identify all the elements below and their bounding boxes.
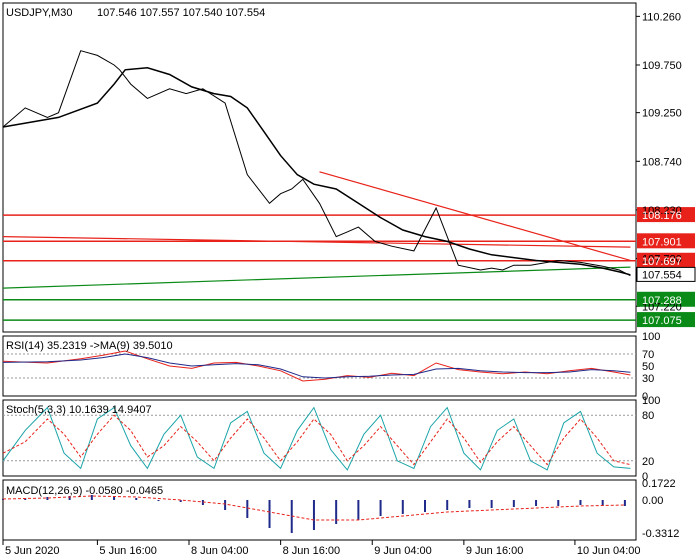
macd-bar-12 bbox=[268, 500, 271, 528]
macd-bar-21 bbox=[468, 500, 471, 508]
level-label-3: 107.288 bbox=[642, 295, 682, 307]
horizontal-levels bbox=[2, 171, 696, 328]
stoch-tick-label-1: 80 bbox=[642, 410, 654, 422]
macd-bar-20 bbox=[446, 500, 449, 510]
level-label-1: 107.901 bbox=[642, 236, 682, 248]
macd-bar-3 bbox=[68, 496, 71, 500]
level-label-2: 107.697 bbox=[642, 256, 682, 268]
macd-bar-10 bbox=[224, 500, 227, 510]
macd-bar-16 bbox=[357, 500, 360, 520]
level-label-bg-1 bbox=[637, 233, 695, 249]
macd-tick-label-0: 0.1722 bbox=[642, 478, 676, 490]
macd-bar-11 bbox=[246, 500, 249, 518]
x-tick-label-3: 8 Jun 16:00 bbox=[283, 545, 341, 557]
macd-tick-label-2: -0.3312 bbox=[642, 528, 679, 540]
rsi-series-1 bbox=[2, 353, 631, 379]
macd-bar-28 bbox=[623, 500, 626, 506]
x-tick-label-5: 9 Jun 16:00 bbox=[466, 545, 524, 557]
price-tick-label-6: 107.220 bbox=[642, 301, 682, 313]
price-tick-label-3: 108.740 bbox=[642, 156, 682, 168]
price-tick-label-5: 107.720 bbox=[642, 254, 682, 266]
stoch-tick-label-0: 100 bbox=[642, 395, 660, 407]
macd-bar-0 bbox=[2, 499, 4, 500]
trend-line-2 bbox=[2, 266, 631, 289]
macd-bar-25 bbox=[557, 500, 560, 506]
level-label-bg-4 bbox=[637, 312, 695, 328]
macd-tick-label-1: 0.00 bbox=[642, 495, 663, 507]
panel-frame-0 bbox=[2, 2, 637, 333]
macd-bar-27 bbox=[601, 500, 604, 506]
current-price-label: 107.554 bbox=[642, 269, 682, 281]
level-label-bg-0 bbox=[637, 207, 695, 223]
price-tick-label-2: 109.250 bbox=[642, 108, 682, 120]
panel-frame-1 bbox=[2, 335, 637, 397]
macd-bar-24 bbox=[535, 500, 538, 506]
macd-bar-6 bbox=[135, 498, 138, 500]
level-label-0: 108.176 bbox=[642, 210, 682, 222]
x-tick-label-6: 10 Jun 04:00 bbox=[577, 545, 641, 557]
stoch-series-0 bbox=[2, 406, 631, 471]
macd-bar-23 bbox=[512, 500, 515, 507]
x-tick-label-0: 5 Jun 2020 bbox=[5, 545, 59, 557]
trend-line-1 bbox=[2, 236, 631, 248]
macd-bar-26 bbox=[579, 500, 582, 505]
rsi-tick-label-4: 0 bbox=[642, 391, 648, 403]
level-label-bg-3 bbox=[637, 291, 695, 307]
panel-frame-2 bbox=[2, 399, 637, 477]
stoch-tick-label-2: 20 bbox=[642, 456, 654, 468]
x-tick-label-4: 9 Jun 04:00 bbox=[374, 545, 432, 557]
macd-bar-2 bbox=[46, 497, 49, 500]
stoch-title: Stoch(5,3,3) 10.1639 14.9407 bbox=[6, 404, 152, 416]
macd-bar-19 bbox=[424, 500, 426, 512]
macd-bar-7 bbox=[157, 500, 160, 501]
macd-signal-line bbox=[2, 495, 625, 521]
text-layer: 110.260 109.750 109.250 108.740 108.230 107.7… bbox=[5, 7, 682, 557]
stoch-series-1 bbox=[2, 414, 631, 466]
stoch-tick-label-3: 0 bbox=[642, 471, 648, 483]
macd-bar-4 bbox=[90, 495, 93, 500]
macd-bar-22 bbox=[490, 500, 493, 508]
macd-bar-1 bbox=[24, 498, 27, 500]
chart-frames bbox=[2, 2, 640, 545]
ohlc-readout: 107.546 107.557 107.540 107.554 bbox=[97, 7, 265, 19]
x-tick-label-1: 5 Jun 16:00 bbox=[99, 545, 157, 557]
macd-bar-18 bbox=[401, 500, 404, 514]
chart-title: USDJPY,M30 bbox=[6, 7, 72, 19]
rsi-tick-label-3: 30 bbox=[642, 373, 654, 385]
series-layer bbox=[2, 50, 631, 533]
moving-average-line bbox=[2, 67, 631, 276]
macd-title: MACD(12,26,9) -0.0580 -0.0465 bbox=[6, 485, 163, 497]
level-label-4: 107.075 bbox=[642, 315, 682, 327]
macd-bar-15 bbox=[335, 500, 338, 524]
macd-bar-17 bbox=[379, 500, 382, 516]
price-line bbox=[2, 50, 631, 277]
price-tick-label-0: 110.260 bbox=[642, 11, 681, 23]
macd-bar-5 bbox=[113, 496, 116, 500]
level-label-bg-2 bbox=[637, 252, 695, 268]
current-price-bg bbox=[636, 266, 696, 282]
rsi-tick-label-1: 70 bbox=[642, 349, 654, 361]
price-tick-label-1: 109.750 bbox=[642, 60, 682, 72]
price-tick-label-4: 108.230 bbox=[642, 205, 682, 217]
panel-frame-3 bbox=[2, 479, 637, 541]
rsi-tick-label-0: 100 bbox=[642, 331, 660, 343]
x-tick-label-2: 8 Jun 04:00 bbox=[191, 545, 249, 557]
rsi-tick-label-2: 50 bbox=[642, 361, 654, 373]
rsi-title: RSI(14) 35.2319 ->MA(9) 39.5010 bbox=[6, 340, 173, 352]
macd-bar-8 bbox=[179, 500, 182, 502]
macd-bar-14 bbox=[312, 500, 315, 530]
